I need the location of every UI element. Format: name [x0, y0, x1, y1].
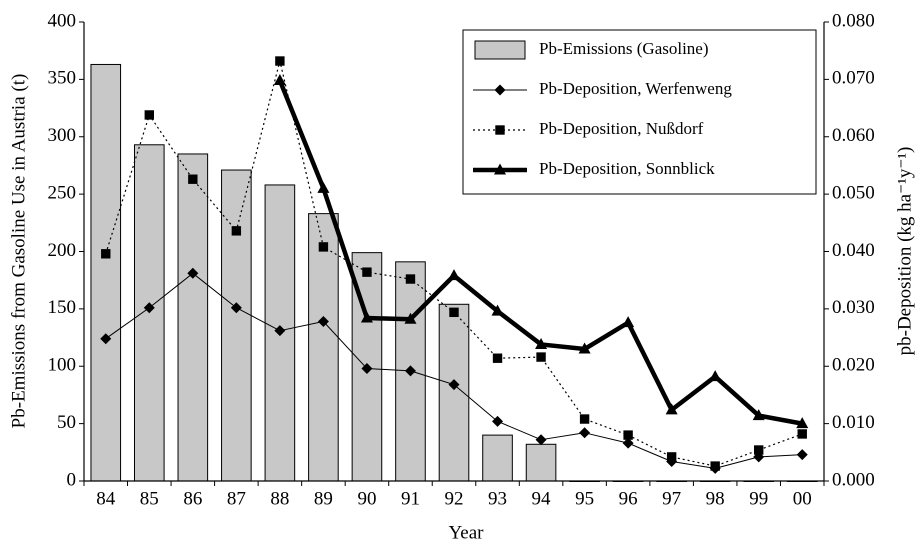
marker [143, 302, 155, 314]
marker [448, 379, 460, 391]
x-tick-label: 99 [749, 488, 768, 509]
legend-label: Pb-Deposition, Sonnblick [539, 159, 715, 178]
marker [273, 74, 286, 86]
marker [494, 163, 506, 175]
x-tick-label: 00 [793, 488, 812, 509]
marker [404, 365, 416, 377]
marker [101, 249, 111, 259]
marker [491, 304, 504, 316]
x-tick-label: 87 [227, 488, 246, 509]
marker [361, 363, 373, 375]
x-tick-label: 84 [96, 488, 116, 509]
marker [362, 267, 372, 277]
marker [317, 315, 329, 327]
bar [438, 303, 470, 482]
x-tick-label: 92 [445, 488, 464, 509]
x-tick-label: 88 [270, 488, 289, 509]
marker [752, 409, 765, 421]
marker [797, 429, 807, 439]
y-tick-label: 100 [48, 355, 77, 376]
marker [317, 181, 330, 193]
marker [622, 316, 635, 328]
marker [492, 415, 504, 427]
y-tick-label: 400 [48, 10, 77, 31]
y2-tick-label: 0.030 [832, 297, 875, 318]
marker [187, 267, 199, 279]
x-tick-label: 90 [357, 488, 376, 509]
marker [579, 427, 591, 439]
marker [665, 403, 678, 415]
legend-swatch [474, 40, 526, 60]
x-tick-label: 91 [401, 488, 420, 509]
marker [360, 311, 373, 323]
marker [710, 461, 720, 471]
marker [495, 125, 505, 135]
y-tick-label: 250 [48, 182, 77, 203]
bar [482, 434, 513, 482]
y2-tick-label: 0.050 [832, 182, 875, 203]
x-tick-label: 97 [662, 488, 681, 509]
marker [275, 56, 285, 66]
marker [494, 84, 506, 96]
marker [231, 226, 242, 236]
legend-label: Pb-Deposition, Nußdorf [539, 119, 704, 138]
bar [177, 153, 209, 482]
x-tick-label: 85 [140, 488, 159, 509]
legend: Pb-Emissions (Gasoline) Pb-Deposition, We… [462, 29, 817, 195]
y2-tick-label: 0.060 [832, 125, 875, 146]
marker [623, 430, 633, 440]
marker [579, 414, 590, 424]
marker [666, 452, 677, 462]
marker [622, 437, 634, 449]
y2-tick-label: 0.040 [832, 240, 875, 261]
marker [449, 307, 459, 318]
marker [230, 302, 242, 314]
y2-tick-label: 0.000 [832, 469, 875, 490]
marker [492, 353, 503, 363]
y2-tick-label: 0.070 [832, 68, 875, 89]
x-axis-title: Year [448, 522, 484, 543]
marker [535, 434, 547, 446]
x-tick-label: 98 [706, 488, 725, 509]
marker [709, 370, 722, 382]
legend-label: Pb-Emissions (Gasoline) [539, 39, 709, 58]
bar [90, 63, 122, 482]
marker [754, 445, 764, 455]
marker [535, 337, 548, 349]
y-tick-label: 50 [57, 412, 76, 433]
marker [536, 352, 546, 362]
marker [448, 269, 460, 281]
y2-tick-label: 0.010 [832, 412, 875, 433]
y-tick-label: 350 [48, 68, 77, 89]
marker [404, 312, 417, 324]
marker [318, 242, 329, 252]
marker [405, 274, 416, 284]
bar [525, 443, 557, 482]
y-tick-label: 300 [48, 125, 77, 146]
y2-tick-label: 0.080 [832, 10, 875, 31]
legend-label: Pb-Deposition, Werfenweng [539, 79, 732, 98]
marker [188, 174, 198, 184]
y-tick-label: 0 [67, 469, 77, 490]
marker [578, 342, 591, 354]
marker [796, 417, 809, 429]
x-tick-label: 96 [619, 488, 638, 509]
y2-axis-title: pb-Deposition (kg ha⁻¹y⁻¹) [894, 147, 915, 356]
marker [144, 110, 154, 120]
y-tick-label: 200 [48, 240, 77, 261]
marker [796, 449, 808, 461]
x-tick-label: 86 [183, 488, 202, 509]
x-tick-label: 94 [532, 488, 552, 509]
marker [274, 325, 286, 337]
marker [100, 333, 112, 345]
y-tick-label: 150 [48, 297, 77, 318]
x-tick-label: 93 [488, 488, 507, 509]
y-axis-title: Pb-Emissions from Gasoline Use in Austri… [8, 74, 29, 429]
y2-tick-label: 0.020 [832, 355, 875, 376]
x-tick-label: 89 [314, 488, 333, 509]
x-tick-label: 95 [575, 488, 594, 509]
bar [308, 213, 339, 482]
bar [221, 169, 252, 482]
